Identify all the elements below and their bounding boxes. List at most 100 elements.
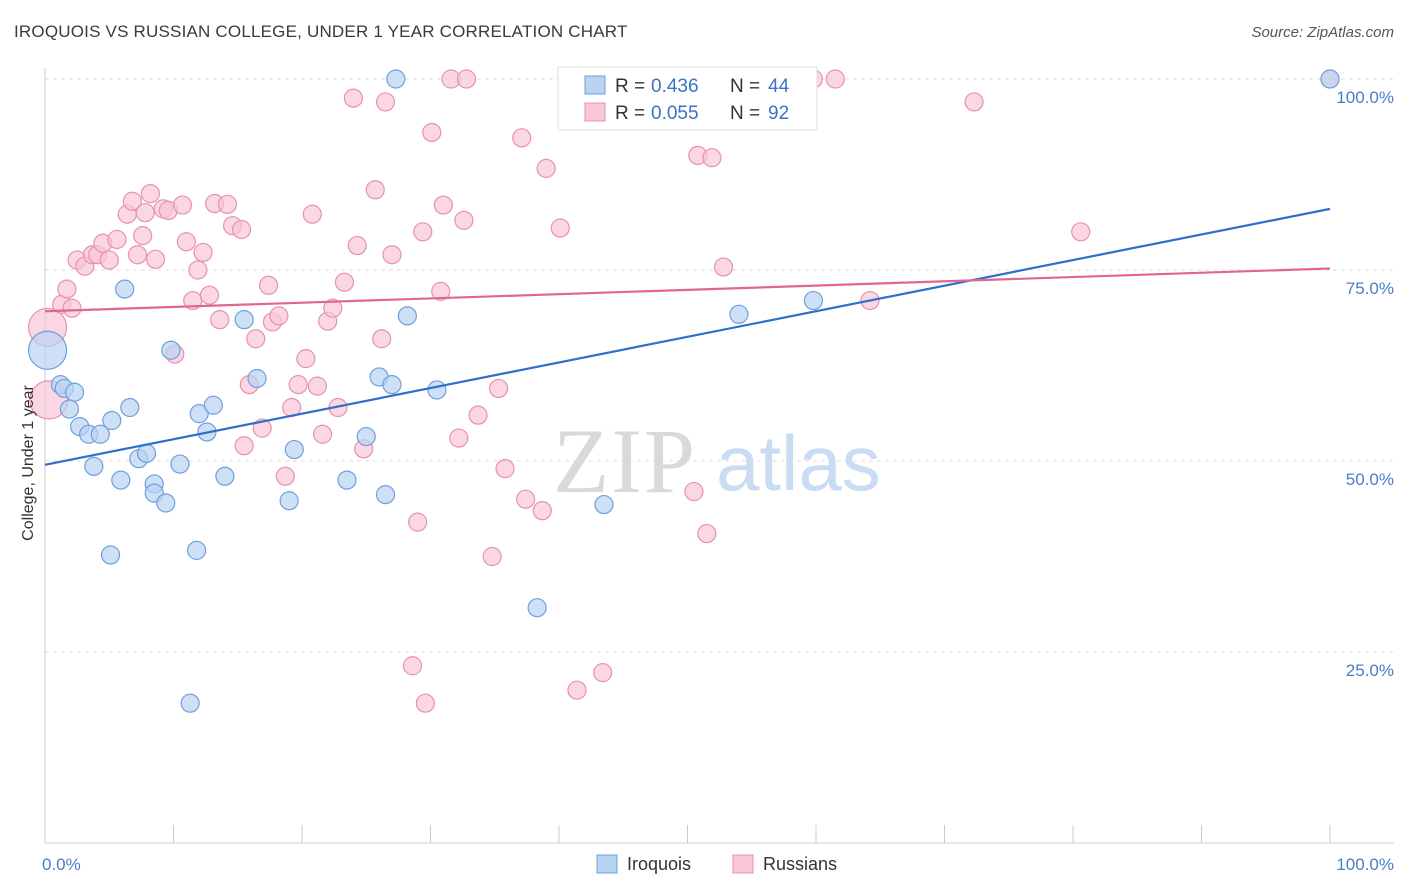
point-russians: [1071, 222, 1091, 242]
series-iroquois-points: [27, 69, 1340, 713]
point-russians: [593, 663, 613, 683]
point-russians: [365, 180, 385, 200]
point-russians: [210, 310, 230, 330]
x-tick-label: 100.0%: [1336, 855, 1394, 874]
point-russians: [302, 204, 322, 224]
point-russians: [375, 92, 396, 112]
point-russians: [408, 512, 428, 532]
point-russians: [107, 229, 127, 250]
point-russians: [536, 158, 556, 178]
point-russians: [296, 349, 316, 369]
point-iroquois: [803, 290, 824, 311]
point-russians: [413, 222, 433, 242]
bottom-legend-label-iroquois: Iroquois: [627, 854, 691, 874]
point-iroquois: [187, 540, 207, 560]
point-russians: [234, 436, 254, 456]
point-iroquois: [111, 470, 131, 490]
point-iroquois: [1320, 69, 1340, 89]
trend-line-iroquois: [44, 207, 1331, 466]
y-tick-label: 75.0%: [1346, 279, 1394, 298]
point-iroquois: [382, 375, 402, 395]
point-russians: [140, 184, 160, 204]
point-russians: [288, 375, 308, 395]
point-russians: [495, 459, 515, 479]
point-russians: [422, 122, 442, 143]
point-russians: [454, 210, 474, 230]
point-russians: [702, 148, 722, 168]
point-russians: [269, 306, 289, 326]
point-iroquois: [247, 368, 267, 389]
point-iroquois: [356, 426, 376, 447]
series-legend: Iroquois Russians: [596, 854, 837, 874]
bottom-legend-swatch-iroquois: [596, 854, 618, 874]
point-iroquois: [203, 395, 223, 415]
point-russians: [188, 260, 208, 280]
point-russians: [258, 275, 279, 295]
point-iroquois: [27, 330, 68, 370]
point-iroquois: [84, 456, 104, 476]
point-russians: [382, 245, 402, 265]
y-tick-label: 50.0%: [1346, 470, 1394, 489]
bottom-legend-label-russians: Russians: [763, 854, 837, 874]
point-russians: [684, 481, 704, 502]
legend-r-label-iroquois: R =: [615, 76, 645, 97]
legend-n-value-iroquois: 44: [768, 76, 790, 97]
point-russians: [275, 466, 295, 486]
point-russians: [482, 546, 502, 567]
point-russians: [323, 298, 343, 318]
point-russians: [176, 232, 196, 252]
point-iroquois: [234, 310, 254, 330]
point-russians: [193, 242, 213, 263]
point-iroquois: [284, 439, 304, 460]
point-russians: [343, 88, 363, 108]
point-iroquois: [161, 340, 181, 360]
point-russians: [489, 378, 509, 399]
trend-line-russians: [44, 267, 1331, 313]
bottom-legend-swatch-russians: [732, 854, 754, 874]
point-iroquois: [189, 404, 209, 424]
point-russians: [567, 680, 587, 700]
stats-legend: R = 0.436 N = 44 R = 0.055 N = 92: [557, 66, 818, 131]
y-axis-label: College, Under 1 year: [20, 385, 37, 541]
point-iroquois: [279, 491, 299, 511]
x-tick-label: 0.0%: [42, 855, 81, 874]
source-label: Source: ZipAtlas.com: [1251, 24, 1394, 41]
point-iroquois: [170, 454, 190, 474]
point-russians: [217, 194, 238, 214]
point-russians: [246, 329, 266, 349]
axes: [44, 68, 1394, 844]
point-russians: [456, 69, 477, 89]
point-russians: [713, 257, 734, 277]
point-iroquois: [120, 397, 140, 418]
legend-n-label-russians: N =: [730, 103, 760, 124]
point-russians: [145, 249, 166, 269]
point-russians: [334, 272, 355, 292]
legend-n-value-russians: 92: [768, 103, 789, 124]
point-russians: [99, 250, 119, 270]
point-iroquois: [527, 598, 547, 618]
point-iroquois: [156, 493, 176, 513]
chart-title: IROQUOIS VS RUSSIAN COLLEGE, UNDER 1 YEA…: [14, 22, 628, 41]
legend-n-label-iroquois: N =: [730, 76, 760, 97]
point-iroquois: [215, 466, 235, 486]
point-russians: [433, 195, 453, 215]
y-tick-label: 25.0%: [1346, 661, 1394, 680]
series-russians-points: [27, 69, 1340, 713]
x-tick-labels: 0.0% 100.0%: [42, 855, 1394, 874]
point-russians: [431, 281, 451, 301]
point-iroquois: [180, 693, 200, 713]
legend-swatch-russians: [584, 102, 606, 122]
point-russians: [135, 203, 155, 223]
point-russians: [825, 69, 845, 89]
point-russians: [199, 285, 220, 305]
point-russians: [307, 376, 328, 396]
point-russians: [449, 428, 469, 448]
point-russians: [468, 405, 488, 425]
point-iroquois: [64, 382, 85, 402]
point-russians: [252, 418, 272, 438]
trend-lines: [44, 207, 1331, 466]
point-iroquois: [100, 545, 121, 565]
point-russians: [133, 226, 153, 246]
point-russians: [347, 235, 367, 256]
